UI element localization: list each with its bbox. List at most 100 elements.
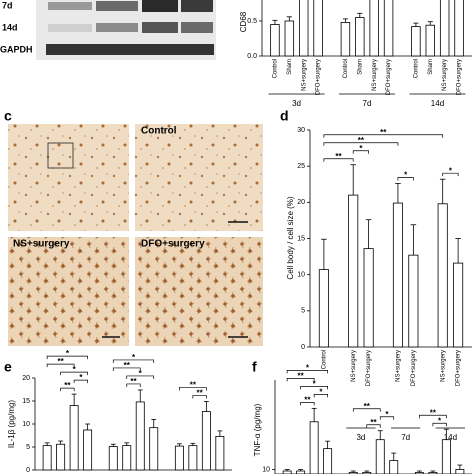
bar xyxy=(56,443,66,471)
blot-band xyxy=(46,44,214,55)
significance-bracket xyxy=(126,375,155,379)
panel-letter: d xyxy=(280,108,289,124)
bar xyxy=(437,203,448,348)
micrograph xyxy=(8,124,129,231)
significance-bracket xyxy=(432,422,447,427)
significance-bracket xyxy=(352,150,369,154)
significance-bracket xyxy=(313,393,328,398)
x-tick-label: NS+surgery xyxy=(351,350,357,382)
micrograph xyxy=(135,237,263,346)
significance-label: ** xyxy=(358,136,365,145)
bar xyxy=(69,405,79,471)
significance-bracket xyxy=(60,387,75,392)
significance-label: * xyxy=(404,171,408,180)
micrograph xyxy=(135,124,263,231)
bar xyxy=(122,445,132,471)
y-axis-label: Cell body / cell size (%) xyxy=(286,196,295,279)
significance-bracket xyxy=(46,363,75,368)
group-label: 7d xyxy=(401,433,410,442)
x-tick-label: Control xyxy=(273,59,279,78)
significance-label: * xyxy=(66,349,70,358)
x-tick-label: Control xyxy=(413,59,419,78)
x-tick-label: Sham xyxy=(287,59,293,75)
bar xyxy=(439,0,450,57)
blot-band xyxy=(181,22,213,33)
y-tick-label: 0 xyxy=(26,467,30,474)
significance-bracket xyxy=(192,395,207,399)
bar xyxy=(355,17,365,57)
x-tick-label: DFO+surgery xyxy=(411,350,417,386)
y-tick-label: 5 xyxy=(26,444,30,451)
significance-bracket xyxy=(397,177,414,181)
bar xyxy=(348,194,359,348)
significance-bracket xyxy=(300,401,315,406)
group-label: 7d xyxy=(363,99,372,108)
significance-label: * xyxy=(132,353,136,362)
bar xyxy=(323,448,333,474)
micrograph-label: NS+surgery xyxy=(13,239,70,250)
y-tick-label: 10 xyxy=(262,466,270,473)
significance-label: * xyxy=(359,144,363,153)
panel-letter: e xyxy=(4,359,12,375)
significance-bracket xyxy=(286,369,328,374)
bar xyxy=(188,445,198,471)
x-tick-label: Control xyxy=(343,59,349,78)
bar xyxy=(425,24,436,57)
significance-bracket xyxy=(300,385,328,390)
significance-bracket xyxy=(323,158,354,162)
significance-bracket xyxy=(366,424,381,428)
blot-row-label: 14d xyxy=(2,22,18,32)
significance-label: * xyxy=(449,166,453,175)
group-label: 3d xyxy=(356,433,365,442)
bar xyxy=(215,436,225,471)
x-tick-label: DFO+surgery xyxy=(366,350,372,386)
significance-label: ** xyxy=(430,408,437,417)
significance-label: ** xyxy=(304,395,311,404)
significance-label: * xyxy=(73,365,77,374)
significance-label: ** xyxy=(130,377,137,386)
significance-bracket xyxy=(112,359,155,363)
blot-row-label: GAPDH xyxy=(0,44,33,54)
x-tick-label: DFO+surgery xyxy=(316,59,322,95)
y-tick-label: 10 xyxy=(297,272,305,279)
significance-bracket xyxy=(352,408,381,412)
bar xyxy=(309,421,319,474)
bar xyxy=(455,469,465,474)
x-tick-label: NS+surgery xyxy=(301,59,307,91)
significance-bracket xyxy=(286,377,315,382)
significance-bracket xyxy=(379,416,395,420)
significance-label: ** xyxy=(190,381,197,390)
bar xyxy=(149,427,159,471)
bar xyxy=(453,262,464,348)
significance-label: * xyxy=(438,416,442,425)
significance-label: * xyxy=(306,363,310,372)
significance-label: ** xyxy=(64,381,71,390)
significance-label: ** xyxy=(370,418,377,427)
x-tick-label: NS+surgery xyxy=(442,59,448,91)
panel-letter: c xyxy=(4,108,12,124)
significance-bracket xyxy=(60,371,88,376)
group-label: 3d xyxy=(292,99,301,108)
bar xyxy=(174,445,184,471)
bar xyxy=(270,24,280,57)
x-tick-label: DFO+surgery xyxy=(456,350,462,386)
y-axis-label: TNF-α (pg/mg) xyxy=(253,403,262,456)
significance-bracket xyxy=(179,387,207,391)
y-axis-label: CD68 xyxy=(239,11,248,32)
bar xyxy=(383,0,394,57)
bar xyxy=(408,254,419,348)
significance-bracket xyxy=(323,142,399,146)
micrograph-label: DFO+surgery xyxy=(141,239,205,250)
bar xyxy=(441,439,451,474)
bar xyxy=(389,460,399,474)
blot: 7d 14d GAPDH xyxy=(0,0,216,60)
micrograph-label: Control xyxy=(141,126,177,137)
blot-band xyxy=(48,2,92,10)
x-tick-label: Sham xyxy=(357,59,363,75)
y-tick-label: 0.5 xyxy=(247,18,257,25)
significance-label: ** xyxy=(364,402,371,411)
y-tick-label: 15 xyxy=(297,235,305,242)
significance-bracket xyxy=(112,367,141,371)
y-tick-label: 0.0 xyxy=(247,53,257,60)
